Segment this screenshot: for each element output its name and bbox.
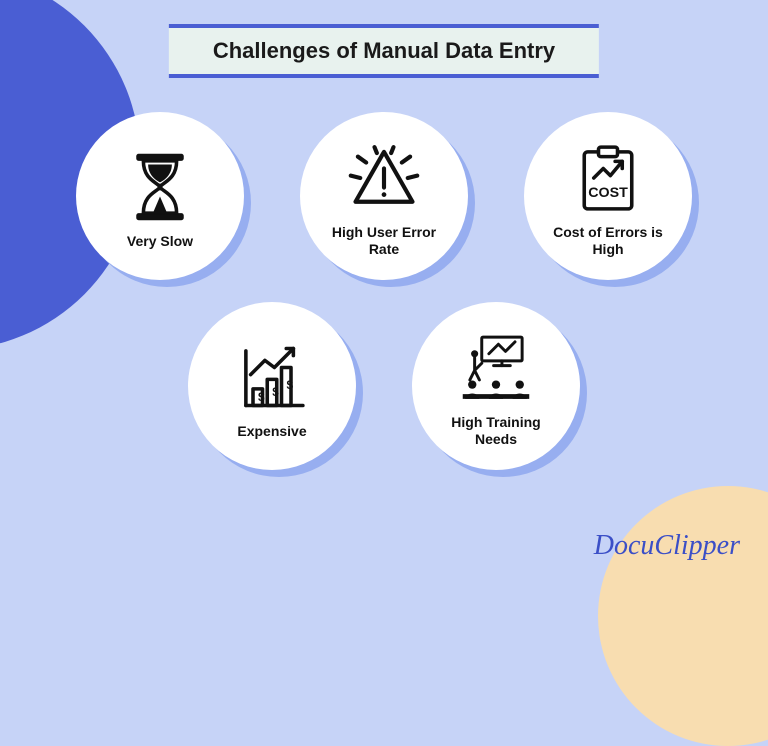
training-icon <box>456 328 536 408</box>
svg-text:$: $ <box>272 385 279 399</box>
rising-cost-icon: $ $ $ <box>232 337 312 417</box>
card-face: Very Slow <box>76 112 244 280</box>
decorative-blob-bottom <box>598 486 768 746</box>
card-error-rate: High User Error Rate <box>300 112 468 280</box>
card-face: High Training Needs <box>412 302 580 470</box>
card-very-slow: Very Slow <box>76 112 244 280</box>
page-title: Challenges of Manual Data Entry <box>169 24 599 78</box>
brand-logo: DocuClipper <box>594 530 740 562</box>
card-label: Expensive <box>237 423 306 440</box>
card-label: Cost of Errors is High <box>543 224 673 258</box>
card-label: High Training Needs <box>431 414 561 448</box>
card-face: COST Cost of Errors is High <box>524 112 692 280</box>
cards-container: Very Slow <box>0 90 768 470</box>
card-training: High Training Needs <box>412 302 580 470</box>
warning-icon <box>344 138 424 218</box>
cards-row-2: $ $ $ Expensive <box>0 302 768 470</box>
hourglass-icon <box>120 147 200 227</box>
card-expensive: $ $ $ Expensive <box>188 302 356 470</box>
card-face: High User Error Rate <box>300 112 468 280</box>
clipboard-cost-icon: COST <box>568 138 648 218</box>
svg-text:$: $ <box>258 389 265 403</box>
card-cost-errors: COST Cost of Errors is High <box>524 112 692 280</box>
cards-row-1: Very Slow <box>0 112 768 280</box>
card-label: Very Slow <box>127 233 193 250</box>
svg-text:$: $ <box>287 377 294 391</box>
card-label: High User Error Rate <box>319 224 449 258</box>
svg-text:COST: COST <box>588 185 628 201</box>
card-face: $ $ $ Expensive <box>188 302 356 470</box>
